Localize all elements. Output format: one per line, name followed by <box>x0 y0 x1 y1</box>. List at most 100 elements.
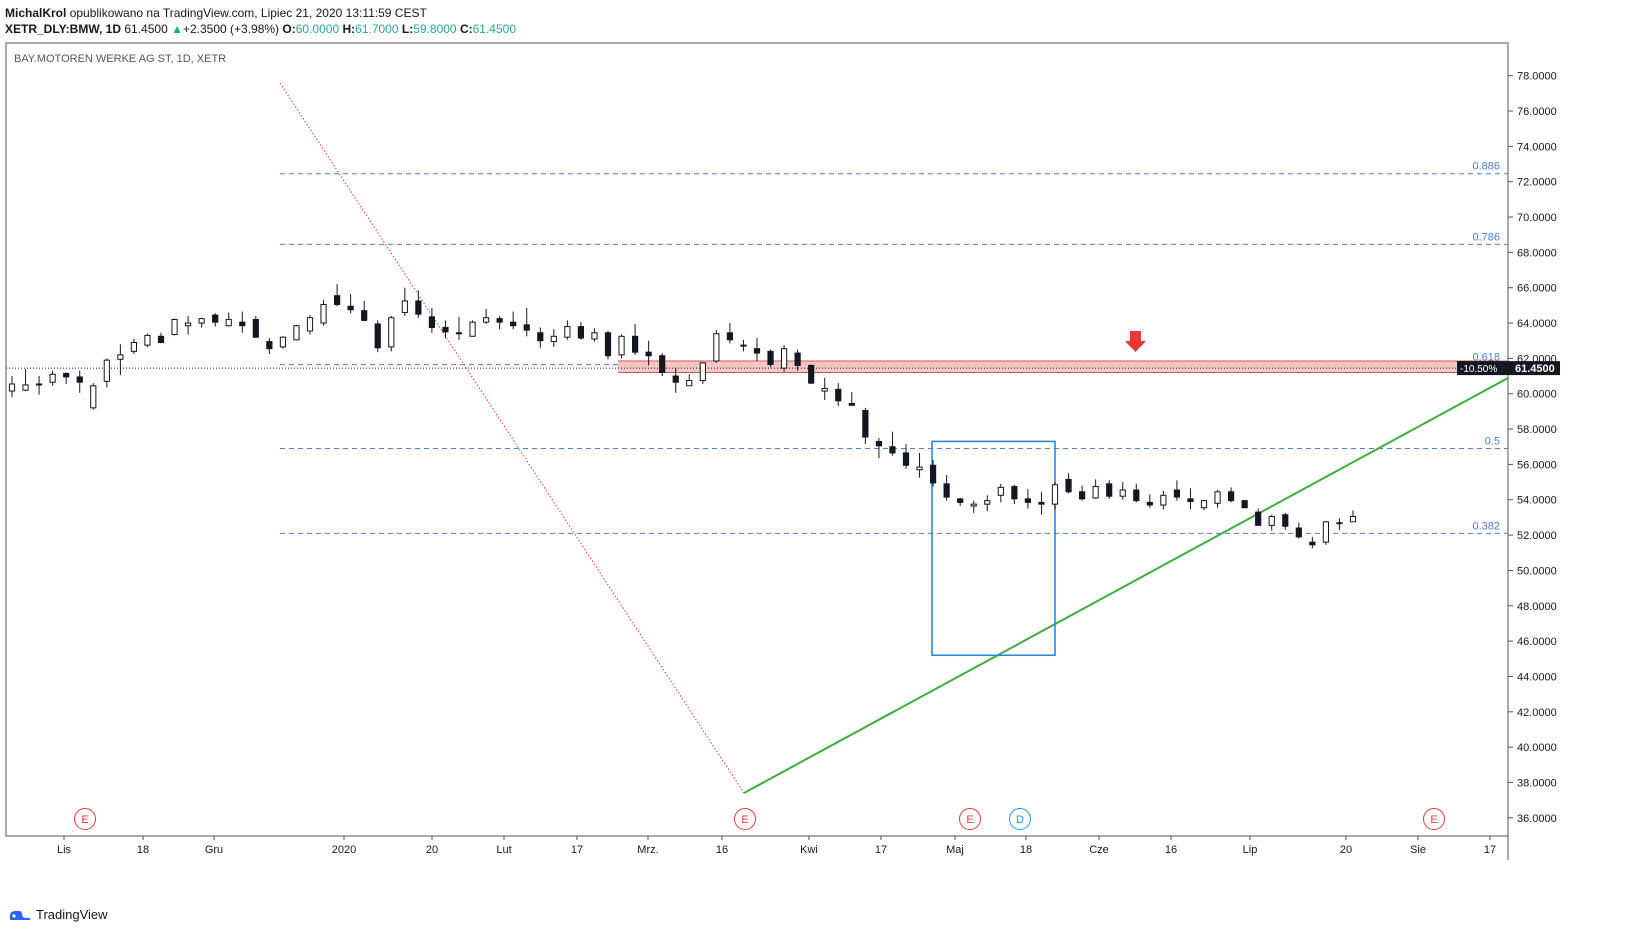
candle[interactable] <box>63 372 70 385</box>
candle[interactable] <box>564 320 571 340</box>
candle[interactable] <box>1024 489 1032 509</box>
candle[interactable] <box>1119 482 1126 500</box>
candle[interactable] <box>631 323 639 355</box>
candle[interactable] <box>1133 483 1140 503</box>
earnings-marker[interactable]: E <box>734 808 756 830</box>
candle[interactable] <box>1065 473 1072 494</box>
candle[interactable] <box>333 284 341 307</box>
candle[interactable] <box>726 323 734 344</box>
candle[interactable] <box>293 324 300 341</box>
candle[interactable] <box>1295 522 1302 539</box>
candle[interactable] <box>252 315 259 339</box>
candle[interactable] <box>835 383 842 407</box>
candle[interactable] <box>306 315 314 335</box>
candle[interactable] <box>347 293 354 314</box>
footer-brand[interactable]: TradingView <box>8 904 108 924</box>
candle[interactable] <box>130 338 138 354</box>
candle[interactable] <box>794 349 801 371</box>
candle[interactable] <box>212 313 219 327</box>
candle[interactable] <box>239 311 246 333</box>
candle[interactable] <box>1255 508 1262 526</box>
candle[interactable] <box>523 308 530 337</box>
candle[interactable] <box>76 370 83 393</box>
candle[interactable] <box>550 329 557 347</box>
candle[interactable] <box>821 377 828 400</box>
candle[interactable] <box>577 322 585 340</box>
candle[interactable] <box>1160 490 1167 510</box>
candle[interactable] <box>672 368 679 393</box>
candle[interactable] <box>361 300 368 322</box>
earnings-marker[interactable]: E <box>1423 808 1445 830</box>
candle[interactable] <box>808 364 815 385</box>
earnings-marker[interactable]: E <box>74 808 96 830</box>
candle[interactable] <box>929 459 937 487</box>
candle[interactable] <box>320 300 327 326</box>
candle[interactable] <box>645 340 652 366</box>
candle[interactable] <box>496 315 503 330</box>
candle[interactable] <box>943 475 950 501</box>
candle[interactable] <box>198 317 205 328</box>
candle[interactable] <box>997 483 1004 503</box>
candle[interactable] <box>618 334 625 359</box>
candle[interactable] <box>374 320 381 353</box>
candle[interactable] <box>537 327 544 348</box>
earnings-marker[interactable]: E <box>959 808 981 830</box>
candle[interactable] <box>902 444 910 469</box>
candle[interactable] <box>279 336 287 349</box>
candle[interactable] <box>686 374 693 387</box>
dividend-marker[interactable]: D <box>1009 808 1031 830</box>
candle[interactable] <box>428 308 436 333</box>
candle[interactable] <box>604 330 612 360</box>
candle[interactable] <box>862 407 869 445</box>
candle[interactable] <box>1282 512 1289 530</box>
candle[interactable] <box>103 358 110 388</box>
candle[interactable] <box>767 349 774 368</box>
candle[interactable] <box>8 376 16 398</box>
candle[interactable] <box>740 339 747 352</box>
candle[interactable] <box>1322 520 1330 545</box>
candle[interactable] <box>482 308 490 324</box>
candle[interactable] <box>1146 494 1153 508</box>
candle[interactable] <box>1268 514 1275 531</box>
candle[interactable] <box>1092 479 1099 499</box>
candle[interactable] <box>49 370 56 386</box>
candle[interactable] <box>753 338 761 362</box>
candle[interactable] <box>510 311 517 330</box>
candle[interactable] <box>22 368 29 392</box>
candle[interactable] <box>401 287 408 316</box>
candle[interactable] <box>1241 500 1248 509</box>
candle[interactable] <box>442 320 449 339</box>
candle[interactable] <box>90 383 97 410</box>
candle[interactable] <box>875 437 883 459</box>
candle[interactable] <box>1349 510 1357 523</box>
candle[interactable] <box>1078 485 1086 501</box>
candle[interactable] <box>117 344 124 376</box>
candle[interactable] <box>171 318 178 336</box>
candle[interactable] <box>1106 480 1113 499</box>
candle[interactable] <box>659 353 666 377</box>
candle[interactable] <box>780 345 788 372</box>
candle[interactable] <box>388 315 395 352</box>
candle[interactable] <box>713 330 720 363</box>
candle[interactable] <box>970 500 977 513</box>
candle[interactable] <box>225 312 232 327</box>
candle[interactable] <box>1214 490 1221 508</box>
candle[interactable] <box>1051 482 1059 510</box>
candle[interactable] <box>144 333 151 347</box>
candle[interactable] <box>1173 480 1181 501</box>
candle[interactable] <box>699 362 706 385</box>
candle[interactable] <box>455 316 463 340</box>
candle[interactable] <box>916 452 923 478</box>
candle[interactable] <box>984 495 991 512</box>
candle[interactable] <box>957 497 964 506</box>
candle[interactable] <box>1336 518 1343 530</box>
candle[interactable] <box>1011 484 1018 505</box>
candle[interactable] <box>1227 487 1235 503</box>
candle[interactable] <box>469 320 476 337</box>
candle[interactable] <box>591 328 598 342</box>
candle[interactable] <box>157 332 165 344</box>
candle[interactable] <box>848 391 855 407</box>
candle[interactable] <box>889 431 896 456</box>
candle[interactable] <box>1200 499 1208 511</box>
